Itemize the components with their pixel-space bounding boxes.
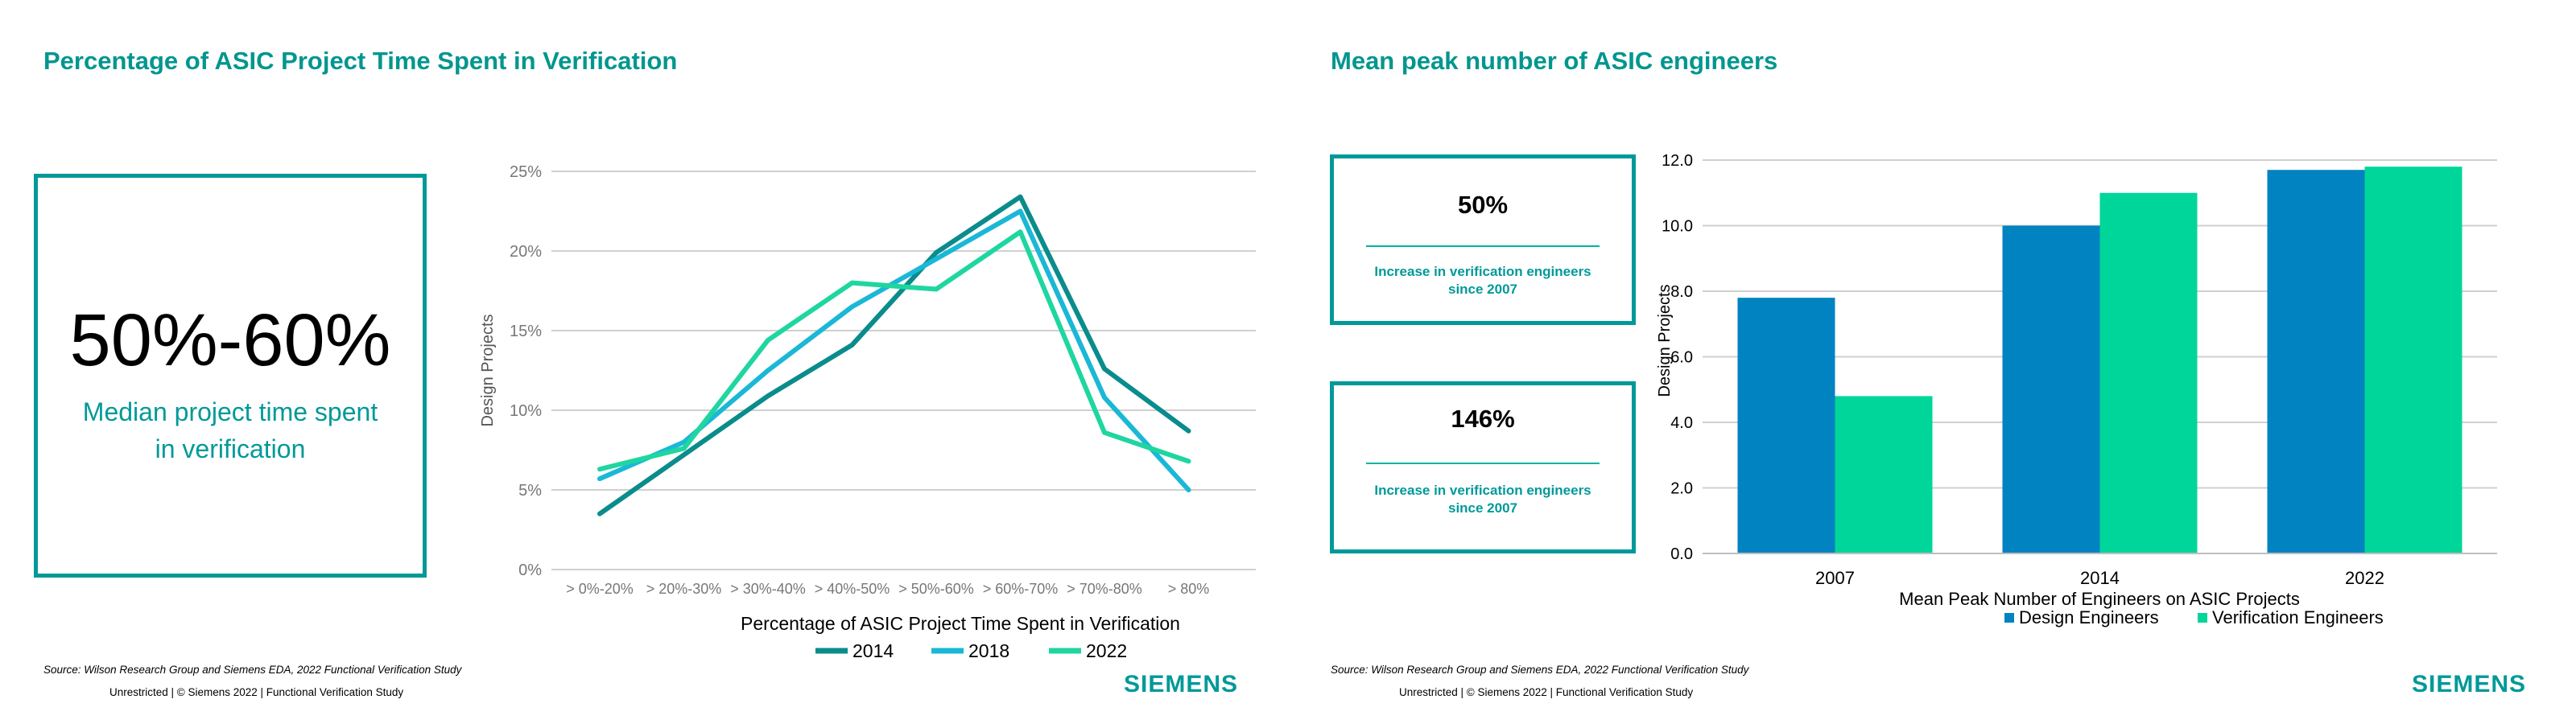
stat-card-2-divider: [1366, 463, 1600, 464]
line-chart-x-tick: > 80%: [1168, 581, 1210, 597]
line-chart-legend-label: 2022: [1086, 640, 1127, 661]
line-chart-y-tick: 15%: [510, 323, 542, 340]
bar-chart-y-tick: 8.0: [1670, 283, 1693, 301]
stat-card-2-label-line1: Increase in verification engineers: [1374, 483, 1591, 498]
median-time-label-line2: in verification: [155, 434, 306, 463]
bar-chart-legend-label: Verification Engineers: [2212, 607, 2384, 627]
stat-card-1-label-line2: since 2007: [1447, 282, 1517, 297]
bar-chart-x-axis-label: Mean Peak Number of Engineers on ASIC Pr…: [1899, 589, 2300, 609]
line-chart-y-tick: 5%: [518, 482, 542, 500]
bar-design-engineers-2014: [2002, 225, 2100, 553]
stat-card-2-value: 146%: [1451, 405, 1515, 433]
line-chart-y-tick: 20%: [510, 243, 542, 261]
line-chart-x-tick: > 20%-30%: [646, 581, 722, 597]
bar-chart-y-tick: 2.0: [1670, 480, 1693, 498]
bar-design-engineers-2007: [1737, 298, 1835, 553]
bar-chart-legend-swatch-1: [2198, 613, 2207, 623]
bar-verification-engineers-2007: [1835, 396, 1933, 553]
bar-chart-y-axis-label: Design Projects: [1656, 284, 1674, 397]
bar-chart-y-tick: 0.0: [1670, 545, 1693, 563]
bar-chart-y-tick: 4.0: [1670, 414, 1693, 432]
line-chart-x-tick: > 60%-70%: [983, 581, 1059, 597]
left-source-note: Source: Wilson Research Group and Siemen…: [43, 664, 462, 676]
left-siemens-logo: SIEMENS: [1124, 671, 1239, 697]
line-chart-y-tick: 10%: [510, 402, 542, 420]
line-chart-x-tick: > 30%-40%: [730, 581, 806, 597]
bar-chart-y-tick: 6.0: [1670, 349, 1693, 367]
line-chart-y-axis-label: Design Projects: [479, 314, 497, 426]
line-chart-y-tick: 0%: [518, 562, 542, 579]
line-chart-y-tick: 25%: [510, 163, 542, 181]
line-chart-x-tick: > 50%-60%: [898, 581, 974, 597]
median-time-label-line1: Median project time spent: [82, 397, 378, 426]
bar-chart-x-tick: 2022: [2345, 568, 2384, 588]
line-chart-x-axis-label: Percentage of ASIC Project Time Spent in…: [741, 613, 1180, 634]
median-time-card: 50%-60% Median project time spent in ver…: [34, 174, 427, 578]
verification-time-line-chart: 0% 5% 10% 15% 20% 25% > 0%-20% > 20%-30% > 30%-4…: [479, 163, 1256, 661]
line-chart-x-tick: > 40%-50%: [815, 581, 890, 597]
stat-card-2: 146% Increase in verification engineers …: [1330, 381, 1636, 553]
line-chart-x-tick: > 70%-80%: [1067, 581, 1142, 597]
line-series-2014: [597, 194, 1191, 516]
bar-chart-y-tick: 12.0: [1662, 152, 1693, 170]
stat-card-1-value: 50%: [1457, 191, 1509, 219]
stat-card-1-label-line1: Increase in verification engineers: [1374, 264, 1591, 279]
line-series-2018: [597, 208, 1191, 492]
bar-chart-legend-label: Design Engineers: [2019, 607, 2159, 627]
left-panel-title: Percentage of ASIC Project Time Spent in…: [43, 47, 678, 75]
right-source-note: Source: Wilson Research Group and Siemen…: [1331, 664, 1749, 676]
line-chart-legend-label: 2014: [852, 640, 894, 661]
stat-card-2-label-line2: since 2007: [1447, 500, 1517, 516]
right-footer: Unrestricted | © Siemens 2022 | Function…: [1399, 686, 1694, 698]
stat-card-1-divider: [1366, 245, 1600, 247]
bar-verification-engineers-2014: [2099, 192, 2198, 553]
line-chart-legend-label: 2018: [968, 640, 1009, 661]
bar-verification-engineers-2022: [2364, 167, 2462, 553]
bar-chart-legend-swatch-0: [2004, 613, 2014, 623]
bar-design-engineers-2022: [2267, 170, 2365, 553]
stat-card-1: 50% Increase in verification engineers s…: [1330, 154, 1636, 325]
left-footer: Unrestricted | © Siemens 2022 | Function…: [109, 686, 404, 698]
bar-chart-x-tick: 2014: [2080, 568, 2120, 588]
right-siemens-logo: SIEMENS: [2412, 671, 2527, 697]
right-panel-title: Mean peak number of ASIC engineers: [1331, 47, 1778, 75]
line-chart-x-tick: > 0%-20%: [566, 581, 634, 597]
bar-chart-x-tick: 2007: [1815, 568, 1855, 588]
median-time-value: 50%-60%: [69, 299, 391, 381]
bar-chart-y-tick: 10.0: [1662, 218, 1693, 236]
line-series-2022: [597, 229, 1191, 472]
engineers-bar-chart: 0.0 2.0 4.0 6.0 8.0 10.0 12.0 2007 2014 2022 Desig…: [1656, 152, 2497, 627]
